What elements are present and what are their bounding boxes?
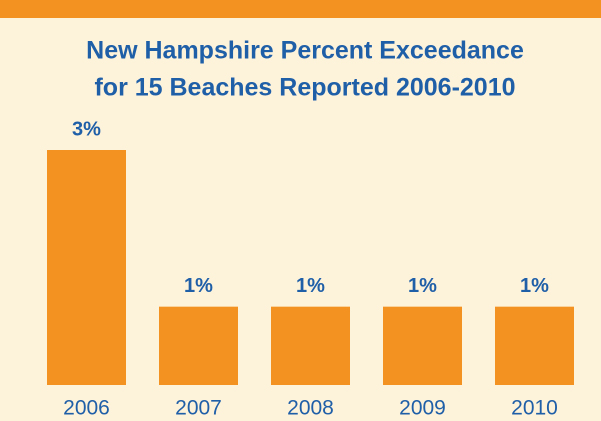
bar [159,306,238,385]
chart-title: New Hampshire Percent Exceedance [86,37,524,65]
value-label: 1% [520,275,549,297]
x-tick-label: 2009 [399,397,446,420]
value-label: 3% [72,118,101,140]
value-label: 1% [408,275,437,297]
x-tick-label: 2010 [511,397,558,420]
bar [271,306,350,385]
chart-title: for 15 Beaches Reported 2006-2010 [94,74,515,102]
bar [383,306,462,385]
top-stripe [0,0,601,18]
x-tick-label: 2008 [287,397,334,420]
bar [47,150,126,385]
bar [495,306,574,385]
value-label: 1% [296,275,325,297]
value-label: 1% [184,275,213,297]
x-tick-label: 2007 [175,397,222,420]
x-tick-label: 2006 [63,397,110,420]
